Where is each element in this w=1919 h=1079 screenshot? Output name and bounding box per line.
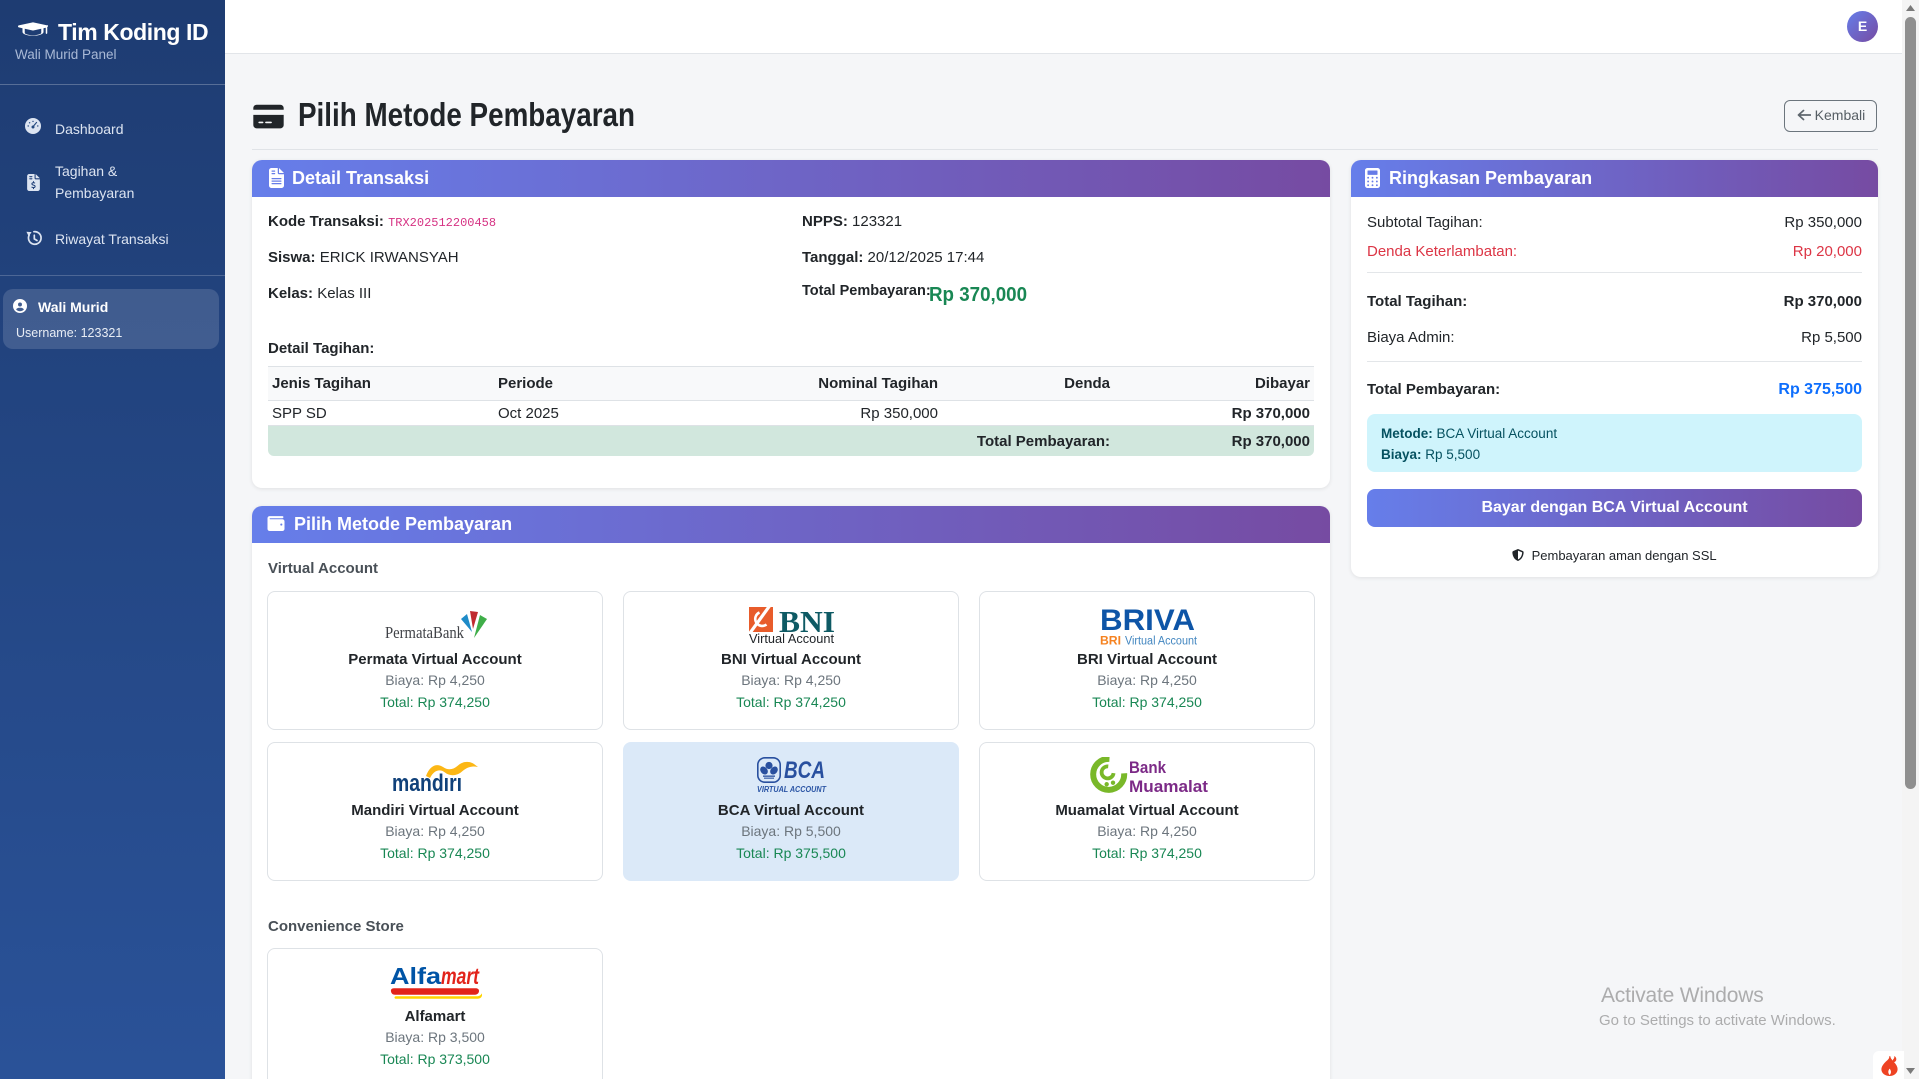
svg-text:BCA: BCA [784, 757, 825, 784]
svg-text:PermataBank: PermataBank [385, 623, 464, 640]
svg-text:BNI: BNI [779, 607, 835, 639]
svg-text:BRIVA: BRIVA [1100, 606, 1195, 635]
svg-text:Muamalat: Muamalat [1129, 777, 1208, 796]
svg-text:mart: mart [441, 963, 480, 989]
svg-text:Virtual Account: Virtual Account [1125, 636, 1197, 648]
svg-text:BRI: BRI [1100, 636, 1121, 648]
svg-text:Alfa: Alfa [390, 963, 441, 989]
svg-text:Bank: Bank [1129, 759, 1166, 777]
svg-text:Virtual Account: Virtual Account [749, 632, 835, 644]
svg-text:VIRTUAL ACCOUNT: VIRTUAL ACCOUNT [757, 785, 827, 794]
svg-text:Rp 370,000: Rp 370,000 [929, 284, 1027, 306]
svg-text:Pilih Metode Pembayaran: Pilih Metode Pembayaran [298, 96, 635, 133]
svg-text:mandırı: mandırı [392, 770, 462, 795]
